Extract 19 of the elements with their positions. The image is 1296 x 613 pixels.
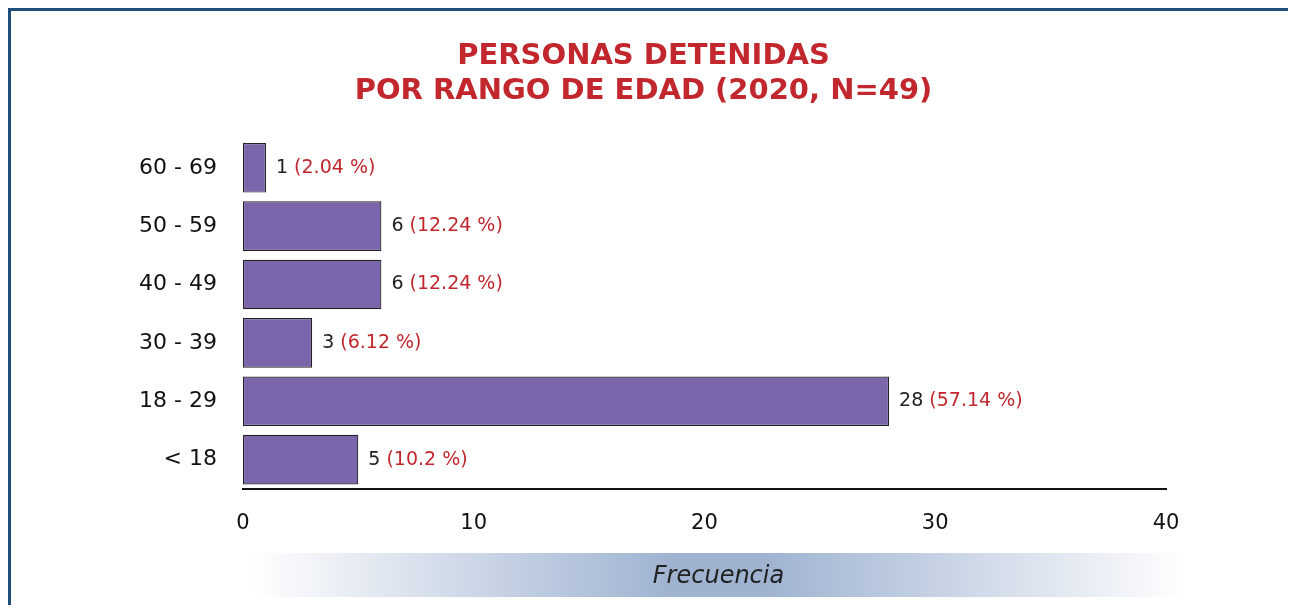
data-label: 6 (12.24 %) xyxy=(391,271,503,294)
x-tick-label: 0 xyxy=(236,509,250,534)
chart-title: PERSONAS DETENIDAS POR RANGO DE EDAD (2020, N=49) xyxy=(354,36,933,106)
x-tick-label: 30 xyxy=(921,509,949,534)
data-label: 5 (10.2 %) xyxy=(368,446,468,469)
y-tick-label: 50 - 59 xyxy=(138,211,217,237)
y-tick-label: < 18 xyxy=(163,445,217,471)
y-tick-label: 40 - 49 xyxy=(138,270,217,296)
data-label: 1 (2.04 %) xyxy=(275,154,376,177)
x-tick-label: 20 xyxy=(691,509,718,534)
x-tick-label: 10 xyxy=(460,509,488,534)
data-label: 6 (12.24 %) xyxy=(391,213,503,236)
y-tick-label: 18 - 29 xyxy=(138,386,217,412)
x-tick-label: 40 xyxy=(1152,509,1180,534)
data-label: 28 (57.14 %) xyxy=(899,388,1023,411)
y-tick-label: 30 - 39 xyxy=(138,328,217,354)
x-axis-title: Frecuencia xyxy=(652,561,785,589)
y-tick-label: 60 - 69 xyxy=(138,153,217,179)
data-label: 3 (6.12 %) xyxy=(322,329,422,352)
